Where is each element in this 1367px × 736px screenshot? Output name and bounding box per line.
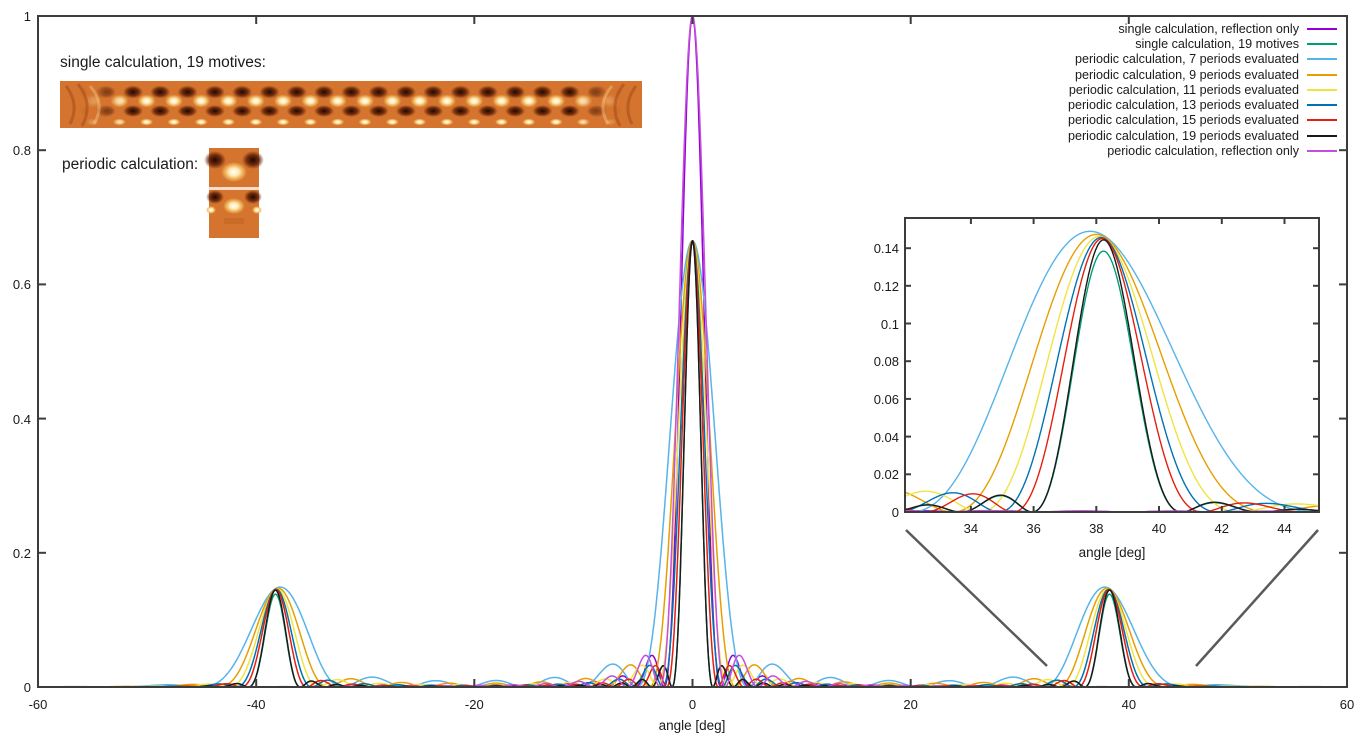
- inset-callout-line-left: [905, 529, 1048, 667]
- main-y-tick-label: 1: [23, 9, 31, 24]
- curve-periodic-calculation-7-periods-evaluated: [905, 230, 1319, 512]
- legend-entry: periodic calculation, 11 periods evaluat…: [1068, 82, 1337, 97]
- inset-y-tick-label: 0.12: [873, 278, 899, 294]
- legend-entry: periodic calculation, 13 periods evaluat…: [1068, 97, 1337, 112]
- legend-line-sample: [1307, 27, 1337, 30]
- inset-y-tick-label: 0.14: [873, 241, 899, 257]
- legend-entry: single calculation, 19 motives: [1068, 36, 1337, 51]
- legend-line-sample: [1307, 73, 1337, 76]
- inset-x-tick-label: 42: [1214, 521, 1229, 536]
- inset-y-tick-label: 0.02: [873, 467, 899, 483]
- legend-line-sample: [1307, 134, 1337, 137]
- legend-entry: periodic calculation, 15 periods evaluat…: [1068, 113, 1337, 128]
- legend-entry-label: periodic calculation, 11 periods evaluat…: [1068, 82, 1299, 97]
- inset-x-tick-label: 34: [963, 521, 979, 536]
- legend-line-sample: [1307, 119, 1337, 122]
- curve-periodic-calculation-15-periods-evaluated: [905, 237, 1319, 512]
- legend-entry: single calculation, reflection only: [1068, 21, 1337, 36]
- main-x-tick-label: 20: [903, 697, 918, 712]
- legend-line-sample: [1307, 42, 1337, 45]
- main-x-tick-label: 40: [1121, 697, 1137, 712]
- inset-x-tick-label: 38: [1089, 521, 1104, 536]
- curve-periodic-calculation-9-periods-evaluated: [905, 233, 1319, 512]
- inset-bg-rect: [905, 218, 1319, 512]
- legend-entry: periodic calculation, reflection only: [1068, 143, 1337, 158]
- inset-y-tick-label: 0.08: [873, 354, 899, 370]
- main-x-tick-label: -40: [246, 697, 266, 712]
- inset-x-tick-label: 40: [1151, 521, 1167, 536]
- inset-x-axis-title: angle [deg]: [1078, 545, 1146, 560]
- inset-y-tick-label: 0: [891, 505, 899, 520]
- legend-entry: periodic calculation, 19 periods evaluat…: [1068, 128, 1337, 143]
- legend-entry-label: single calculation, 19 motives: [1135, 36, 1299, 51]
- single-calculation-heatmap-image: [60, 81, 642, 128]
- legend-line-sample: [1307, 88, 1337, 91]
- inset-y-tick-label: 0.1: [880, 316, 899, 332]
- main-x-tick-label: 60: [1339, 697, 1355, 712]
- main-y-tick-label: 0.6: [12, 277, 31, 293]
- legend-line-sample: [1307, 58, 1337, 61]
- legend-entry-label: periodic calculation, 15 periods evaluat…: [1067, 113, 1299, 128]
- main-plot-axes: [37, 15, 1348, 688]
- inset-x-tick-label: 36: [1026, 521, 1041, 536]
- inset-x-tick-label: 44: [1277, 521, 1292, 536]
- inset-y-tick-label: 0.06: [873, 391, 899, 407]
- legend-entry-label: periodic calculation, reflection only: [1107, 144, 1299, 159]
- plot-border: [904, 217, 1320, 513]
- main-y-tick-label: 0: [23, 680, 31, 695]
- periodic-calculation-heatmap-image: [204, 148, 264, 238]
- single-calculation-heatmap-label: single calculation, 19 motives:: [60, 54, 266, 71]
- main-y-tick-label: 0.4: [12, 411, 31, 427]
- main-x-tick-label: 0: [688, 697, 697, 712]
- inset-plot-axes: [904, 217, 1320, 513]
- legend-entry-label: periodic calculation, 13 periods evaluat…: [1067, 98, 1299, 113]
- legend-entry: periodic calculation, 7 periods evaluate…: [1068, 52, 1337, 67]
- inset-callout-lines: [905, 529, 1319, 667]
- legend: single calculation, reflection only singl…: [1068, 21, 1337, 159]
- main-y-tick-label: 0.8: [12, 143, 31, 159]
- inset-plot-background: [905, 218, 1319, 512]
- legend-line-sample: [1307, 150, 1337, 153]
- inset-callout-line-right: [1195, 529, 1319, 667]
- legend-entry-label: single calculation, reflection only: [1118, 21, 1299, 36]
- legend-entry-label: periodic calculation, 7 periods evaluate…: [1074, 52, 1299, 67]
- curve-periodic-calculation-19-periods-evaluated: [38, 240, 1347, 687]
- periodic-calculation-heatmap-label: periodic calculation:: [62, 156, 199, 173]
- legend-entry: periodic calculation, 9 periods evaluate…: [1068, 67, 1337, 82]
- main-x-tick-label: -20: [464, 697, 484, 712]
- main-x-axis-title: angle [deg]: [658, 718, 726, 733]
- curve-periodic-calculation-13-periods-evaluated: [905, 236, 1319, 512]
- main-y-tick-label: 0.2: [12, 545, 31, 561]
- legend-entry-label: periodic calculation, 9 periods evaluate…: [1074, 67, 1299, 82]
- inset-y-tick-label: 0.04: [873, 429, 899, 445]
- main-x-tick-label: -60: [28, 697, 48, 712]
- legend-entry-label: periodic calculation, 19 periods evaluat…: [1067, 128, 1299, 143]
- legend-line-sample: [1307, 104, 1337, 107]
